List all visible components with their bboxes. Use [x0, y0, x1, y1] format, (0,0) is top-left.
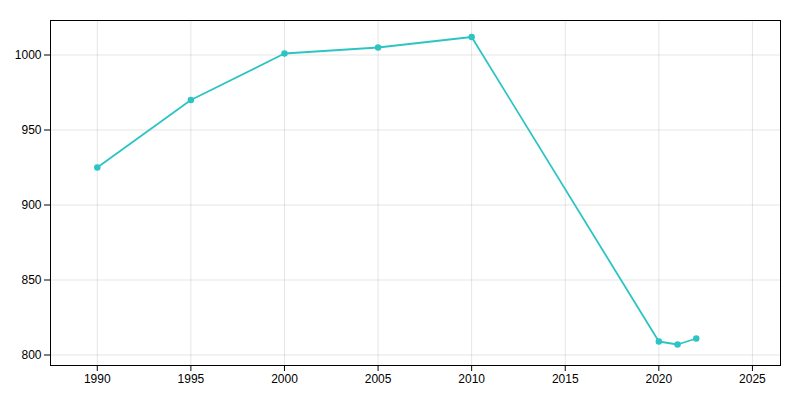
- svg-text:2005: 2005: [365, 372, 392, 386]
- svg-text:950: 950: [21, 123, 41, 137]
- svg-text:900: 900: [21, 198, 41, 212]
- svg-text:2015: 2015: [552, 372, 579, 386]
- svg-text:2010: 2010: [458, 372, 485, 386]
- svg-text:2020: 2020: [645, 372, 672, 386]
- svg-text:1000: 1000: [15, 48, 42, 62]
- svg-text:800: 800: [21, 348, 41, 362]
- svg-text:1995: 1995: [178, 372, 205, 386]
- svg-text:2025: 2025: [739, 372, 766, 386]
- svg-text:850: 850: [21, 273, 41, 287]
- svg-text:1990: 1990: [84, 372, 111, 386]
- svg-text:2000: 2000: [271, 372, 298, 386]
